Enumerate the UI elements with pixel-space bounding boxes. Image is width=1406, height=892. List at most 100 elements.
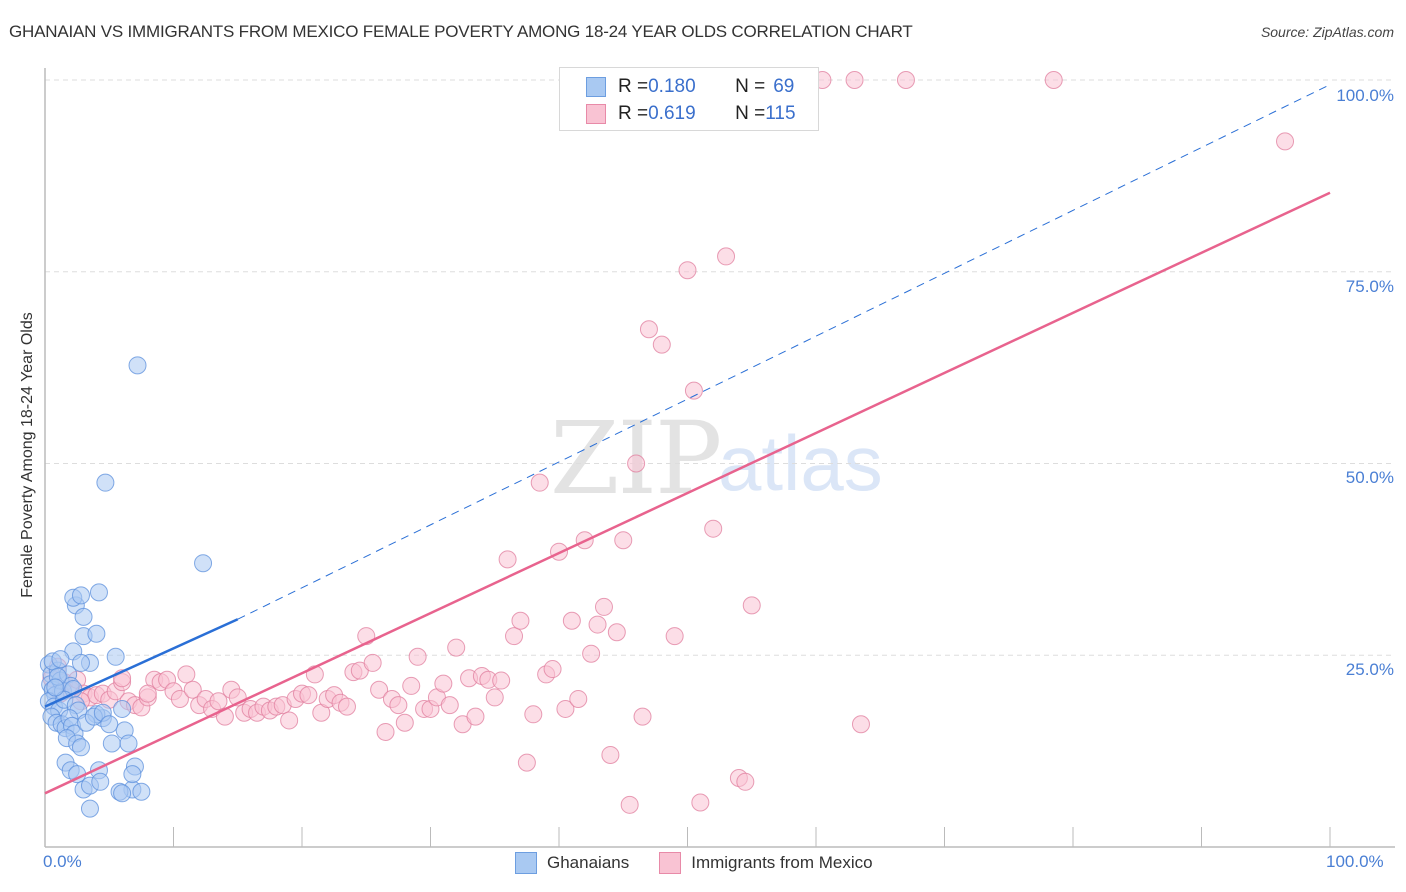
legend-item-mexico[interactable]: Immigrants from Mexico <box>659 852 873 874</box>
mexico-point <box>170 689 189 708</box>
ghanaian-point <box>51 650 70 669</box>
mexico-legend-icon <box>659 852 682 874</box>
mexico-point <box>896 71 915 89</box>
n-value: 69 <box>773 76 795 97</box>
mexico-point <box>620 795 639 814</box>
mexico-point <box>376 722 395 741</box>
y-tick-50: 50.0% <box>1345 468 1394 487</box>
mexico-point <box>633 707 652 726</box>
legend-item-ghanaians[interactable]: Ghanaians <box>515 852 629 874</box>
ghanaian-point <box>87 624 106 643</box>
mexico-point <box>138 684 157 703</box>
mexico-point <box>569 689 588 708</box>
mexico-point <box>511 611 530 630</box>
ghanaian-point <box>119 734 138 753</box>
series-legend: Ghanaians Immigrants from Mexico <box>515 852 903 874</box>
mexico-point <box>704 519 723 538</box>
r-value: 0.619 <box>648 103 696 124</box>
mexico-point <box>492 671 511 690</box>
ghanaian-point <box>113 699 132 718</box>
mexico-point <box>402 676 421 695</box>
mexico-point <box>736 772 755 791</box>
ghanaian-point <box>123 765 142 784</box>
ghanaians-legend-icon <box>515 852 537 874</box>
mexico-point <box>639 320 658 339</box>
legend-row-mexico: R = 0.619 N = 115 <box>586 101 796 127</box>
ghanaian-point <box>46 678 65 697</box>
mexico-point <box>485 688 504 707</box>
ghanaian-point <box>132 782 151 801</box>
mexico-point <box>652 335 671 354</box>
mexico-point <box>742 596 761 615</box>
ghanaian-point <box>96 473 115 492</box>
mexico-point <box>389 696 408 715</box>
mexico-point <box>550 542 568 561</box>
mexico-point <box>691 793 710 812</box>
r-value: 0.180 <box>648 76 696 97</box>
mexico-point <box>582 644 601 663</box>
ghanaian-point <box>91 772 110 791</box>
ghanaian-point <box>100 715 119 734</box>
mexico-point <box>363 653 382 672</box>
mexico-point <box>678 261 697 280</box>
y-axis-label: Female Poverty Among 18-24 Year Olds <box>19 312 36 598</box>
ghanaian-point <box>71 586 90 605</box>
ghanaian-point <box>89 583 108 602</box>
mexico-point <box>337 697 356 716</box>
ghanaian-point <box>71 653 90 672</box>
ghanaian-trendline <box>44 618 239 708</box>
mexico-point <box>280 711 299 730</box>
y-tick-75: 75.0% <box>1345 277 1394 296</box>
mexico-point <box>556 699 575 718</box>
ghanaian-point <box>102 734 121 753</box>
ghanaian-point <box>80 799 99 818</box>
mexico-point <box>505 627 524 646</box>
mexico-point <box>684 381 703 400</box>
mexico-point <box>209 692 228 711</box>
legend-label: Immigrants from Mexico <box>691 853 873 872</box>
chart-title: GHANAIAN VS IMMIGRANTS FROM MEXICO FEMAL… <box>9 22 913 41</box>
n-label: N = <box>735 76 766 97</box>
mexico-point <box>447 638 466 657</box>
mexico-point <box>183 680 202 699</box>
mexico-point <box>594 597 613 616</box>
mexico-point <box>370 680 389 699</box>
n-label: N = <box>735 103 766 124</box>
mexico-point <box>408 647 427 666</box>
mexico-point <box>601 745 620 764</box>
n-value: 115 <box>765 103 796 124</box>
ghanaian-point <box>71 738 90 757</box>
mexico-point <box>517 753 536 772</box>
mexico-trendline <box>44 191 1331 795</box>
mexico-point <box>524 705 543 724</box>
mexico-point <box>1276 132 1295 151</box>
ghanaian-point <box>74 607 93 626</box>
ghanaian-point <box>128 356 147 375</box>
legend-label: Ghanaians <box>547 853 630 872</box>
mexico-point <box>177 665 196 684</box>
mexico-point <box>1044 71 1063 89</box>
mexico-point <box>299 686 318 705</box>
r-label: R = <box>618 76 649 97</box>
y-tick-25: 25.0% <box>1345 660 1394 679</box>
mexico-point <box>498 550 517 569</box>
legend-row-ghanaians: R = 0.180 N = 69 <box>586 74 794 100</box>
mexico-point <box>627 454 646 473</box>
y-tick-100: 100.0% <box>1336 86 1394 105</box>
mexico-point <box>466 707 485 726</box>
ghanaian-point <box>194 554 213 573</box>
mexico-point <box>588 615 607 634</box>
x-tick-100: 100.0% <box>1326 852 1384 871</box>
ghanaian-point <box>106 647 125 666</box>
source-credit: Source: ZipAtlas.com <box>1260 24 1394 40</box>
mexico-point <box>562 611 581 630</box>
mexico-point <box>530 473 549 492</box>
x-tick-0: 0.0% <box>43 852 82 871</box>
mexico-point <box>440 696 459 715</box>
mexico-point <box>665 627 684 646</box>
ghanaian-trendline-extension <box>237 84 1331 620</box>
mexico-point <box>395 713 414 732</box>
correlation-legend: R = 0.180 N = 69 R = 0.619 N = 115 <box>559 67 819 131</box>
ghanaians-swatch-icon <box>586 77 606 97</box>
